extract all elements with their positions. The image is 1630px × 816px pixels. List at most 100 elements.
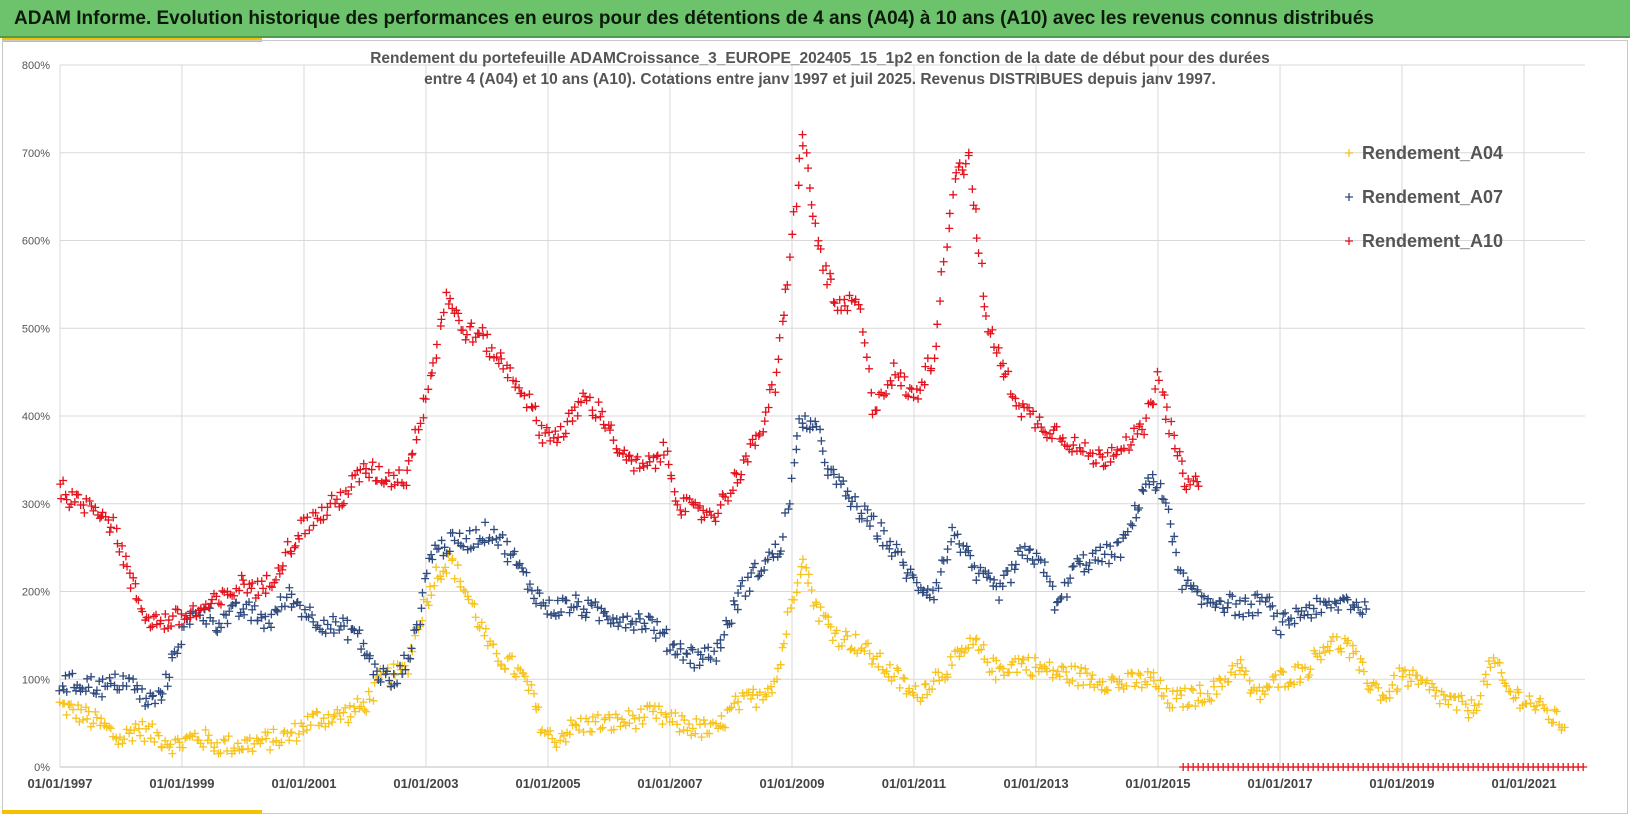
data-point (970, 561, 979, 570)
data-point (369, 670, 378, 679)
data-point (1025, 403, 1034, 412)
data-point (786, 604, 795, 613)
data-point (1203, 689, 1212, 698)
data-point (437, 575, 446, 584)
data-point (68, 487, 77, 496)
data-point (235, 586, 244, 595)
data-point (852, 502, 861, 511)
data-point (95, 514, 104, 523)
x-tick-label: 01/01/2009 (759, 776, 824, 791)
data-point (1139, 487, 1148, 496)
data-point (858, 328, 867, 337)
data-point (119, 560, 128, 569)
x-tick-label: 01/01/2017 (1247, 776, 1312, 791)
data-point (1579, 763, 1588, 771)
data-point (313, 621, 322, 630)
data-point (98, 508, 107, 517)
data-point (817, 436, 826, 445)
data-point (290, 543, 299, 552)
data-point (1307, 613, 1316, 622)
data-point (461, 587, 470, 596)
data-point (1006, 578, 1015, 587)
data-point (1069, 441, 1078, 450)
data-point (213, 738, 222, 747)
data-point (359, 459, 368, 468)
data-point (121, 552, 130, 561)
data-point (802, 563, 811, 572)
data-point (319, 714, 328, 723)
data-point (1312, 610, 1321, 619)
data-point (138, 607, 147, 616)
data-point (964, 643, 973, 652)
data-point (1309, 604, 1318, 613)
data-point (1276, 630, 1285, 639)
data-point (545, 428, 554, 437)
data-point (1399, 666, 1408, 675)
data-point (156, 616, 165, 625)
data-point (1134, 505, 1143, 514)
data-point (1194, 482, 1203, 491)
data-point (716, 635, 725, 644)
data-point (500, 549, 509, 558)
data-point (675, 727, 684, 736)
data-point (269, 725, 278, 734)
data-point (243, 588, 252, 597)
data-point (1159, 495, 1168, 504)
data-point (92, 686, 101, 695)
data-point (933, 320, 942, 329)
data-point (538, 438, 547, 447)
data-point (292, 736, 301, 745)
data-point (208, 595, 217, 604)
data-point (1385, 693, 1394, 702)
data-point (1162, 403, 1171, 412)
data-point (668, 640, 677, 649)
data-point (671, 497, 680, 506)
data-point (551, 427, 560, 436)
data-point (1059, 663, 1068, 672)
data-point (999, 359, 1008, 368)
y-tick-label: 800% (22, 60, 50, 72)
data-point (846, 645, 855, 654)
data-point (1149, 477, 1158, 486)
data-point (261, 612, 270, 621)
data-point (725, 704, 734, 713)
data-point (331, 499, 340, 508)
data-point (900, 372, 909, 381)
data-point (677, 711, 686, 720)
data-point (408, 449, 417, 458)
data-point (585, 393, 594, 402)
data-point (865, 649, 874, 658)
data-point (1305, 601, 1314, 610)
data-point (61, 490, 70, 499)
data-point (487, 343, 496, 352)
data-point (811, 417, 820, 426)
data-point (355, 626, 364, 635)
data-point (1404, 682, 1412, 691)
data-point (988, 325, 997, 334)
data-point (629, 626, 638, 635)
data-point (112, 734, 121, 743)
data-point (336, 715, 345, 724)
data-point (470, 600, 479, 609)
data-point (1431, 691, 1440, 700)
data-point (234, 612, 243, 621)
data-point (389, 471, 398, 480)
data-point (746, 439, 755, 448)
data-point (749, 685, 758, 694)
data-point (1170, 444, 1179, 453)
data-point (140, 737, 149, 746)
data-point (1098, 677, 1107, 686)
data-point (1327, 603, 1336, 612)
legend-marker (1345, 193, 1353, 201)
data-point (696, 650, 705, 659)
data-point (1241, 594, 1250, 603)
data-point (128, 736, 137, 745)
data-point (556, 736, 565, 745)
data-point (895, 683, 904, 692)
data-point (787, 474, 796, 483)
data-point (728, 486, 737, 495)
data-point (370, 660, 379, 669)
data-point (112, 524, 121, 533)
data-point (424, 385, 433, 394)
data-point (843, 306, 852, 315)
